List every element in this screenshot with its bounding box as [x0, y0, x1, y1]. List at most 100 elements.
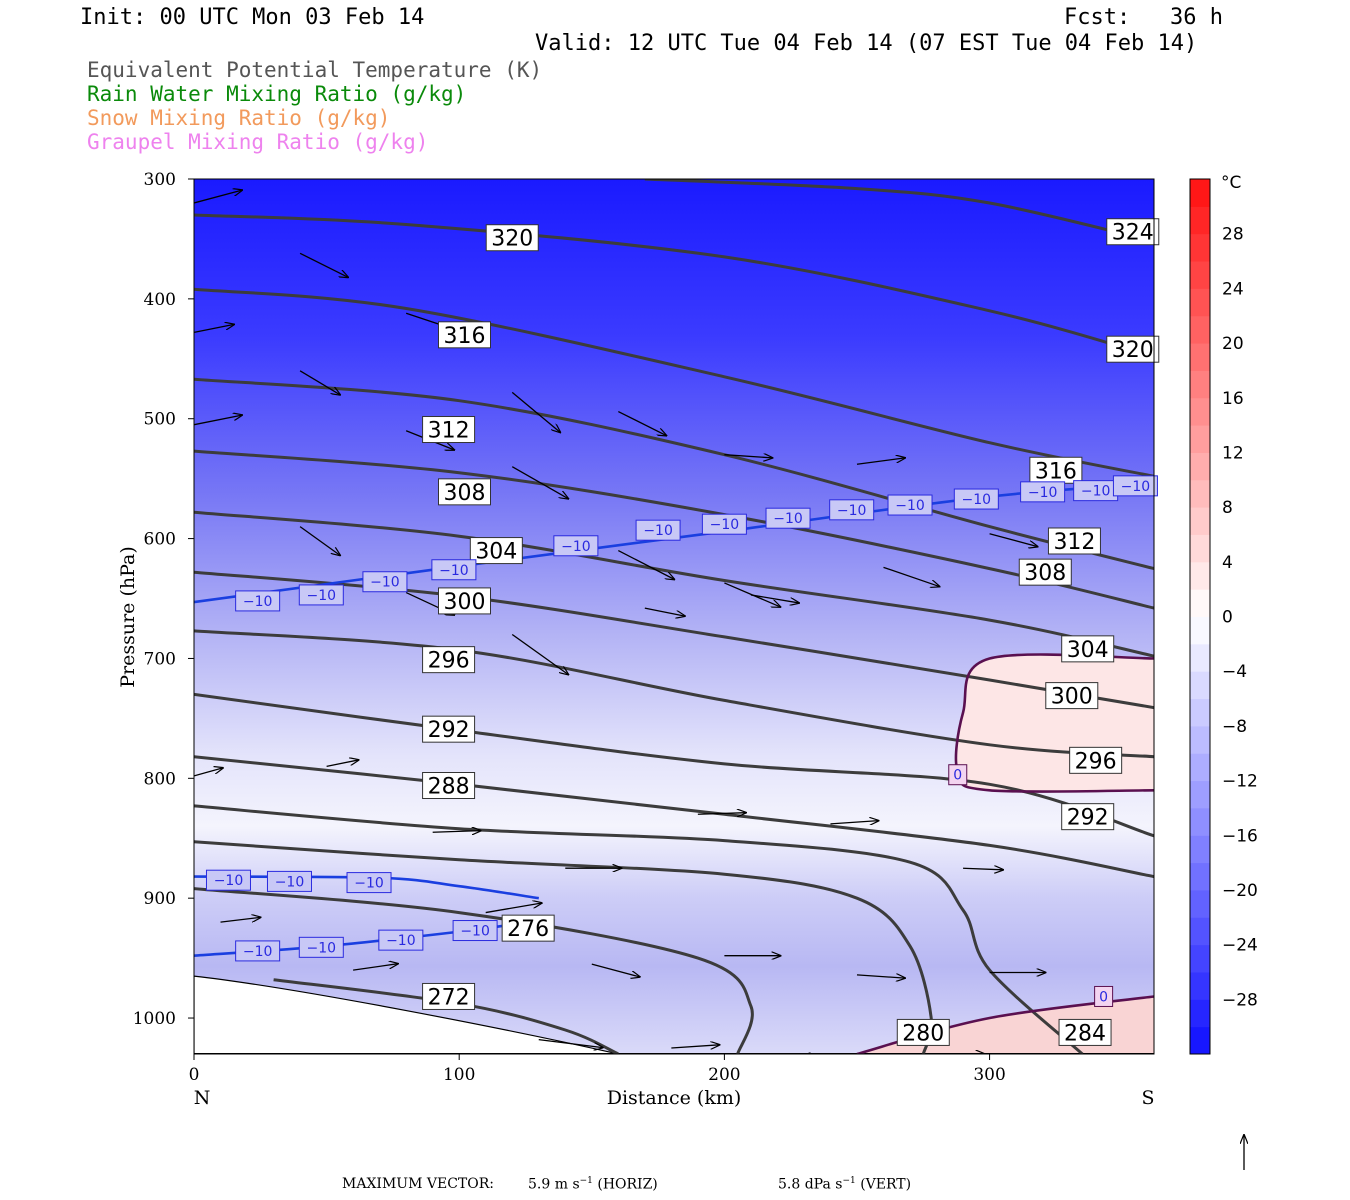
y-tick-label: 500: [144, 410, 176, 430]
wind-vector: [618, 410, 666, 436]
isentrope-label-316-right: 316: [1035, 459, 1077, 484]
isotherm-label-0-6: −10: [710, 517, 740, 533]
colorbar-step: [1190, 807, 1210, 836]
isotherm-label-0-7-box: [765, 507, 811, 529]
isentrope-label-312-right: 312: [1053, 530, 1095, 555]
isentrope-324: [644, 179, 1154, 243]
colorbar-tick-label: −4: [1222, 662, 1247, 682]
wind-vector: [830, 821, 878, 824]
isotherm-label-0-3-box: [431, 559, 477, 581]
axes: 300 400 500 600 700 800 900 1000 0 100 200 300: [133, 170, 1006, 1085]
wind-vector: [353, 964, 398, 971]
wind-vector: [989, 533, 1038, 547]
isotherm-zero-0: [954, 653, 1154, 793]
isentrope-label-320-right-box: [1106, 335, 1160, 363]
y-tick-label: 600: [144, 530, 176, 550]
isentrope-312: [194, 377, 1154, 571]
isotherm-label-1-1: −10: [275, 874, 305, 890]
isentrope-320: [194, 213, 1154, 358]
init-time: Init: 00 UTC Mon 03 Feb 14: [80, 5, 425, 30]
isotherm-label-2-2: −10: [386, 933, 416, 949]
isentrope-label-304-box: [469, 537, 523, 565]
colorbar-step: [1190, 425, 1210, 453]
isentrope-label-320-right: 320: [1112, 338, 1154, 363]
isotherm-label-1-0: −10: [214, 873, 244, 889]
isentrope-292: [194, 692, 1154, 838]
wind-vector: [883, 566, 940, 586]
colorbar-tick-label: 16: [1222, 389, 1244, 409]
isentrope-300: [194, 570, 1154, 710]
wind-vector: [299, 526, 340, 556]
colorbar-step: [1190, 862, 1210, 891]
isentrope-label-292: 292: [428, 718, 470, 743]
colorbar-step: [1190, 616, 1210, 645]
y-tick-label: 800: [144, 769, 176, 789]
wind-vector: [511, 391, 560, 432]
x-tick-label: 300: [973, 1065, 1005, 1085]
isentrope-276: [194, 887, 754, 1054]
isotherm-label-0-2-box: [362, 571, 408, 593]
isotherm-label-0-12: −10: [1081, 484, 1111, 500]
forecast-hour: Fcst: 36 h: [1064, 5, 1223, 30]
colorbar-step: [1190, 561, 1210, 590]
isentrope-label-276-box: [501, 914, 555, 942]
isotherm-label-0-13: −10: [1121, 479, 1151, 495]
colorbar-step: [1190, 944, 1210, 973]
isentrope-label-316-box: [437, 321, 491, 349]
isotherm-zero-label-1: 0: [1099, 989, 1108, 1005]
colorbar-tick-label: 24: [1222, 279, 1244, 299]
colorbar-tick-label: 8: [1222, 498, 1233, 518]
colorbar-step: [1190, 835, 1210, 864]
isotherm-label-2-2-box: [378, 929, 424, 951]
wind-vector: [326, 760, 359, 767]
contour-labels: 324 320 320 316 316 312 312 308 308 304 304 300 300 2…: [205, 218, 1160, 1046]
isotherm-label-0-5: −10: [643, 523, 673, 539]
legend-item-theta-e: Equivalent Potential Temperature (K): [87, 58, 543, 82]
colorbar-tick-label: 4: [1222, 553, 1233, 573]
wind-vector: [299, 252, 348, 277]
isentrope-label-300-box: [437, 587, 491, 615]
isentrope-label-308-right-box: [1018, 558, 1072, 586]
isotherm-label-1-0-box: [205, 869, 251, 891]
colorbar: 28 24 20 16 12 8 4 0 −4 −8 −12 −16 −20 −24 −28: [1189, 178, 1258, 1055]
wind-vector: [750, 594, 799, 603]
isentrope-label-288-box: [422, 772, 476, 800]
isotherm-label-0-5-box: [635, 519, 681, 541]
isentrope-label-300-right-box: [1045, 682, 1099, 710]
temperature-field: [194, 179, 1154, 1054]
isentrope-label-272: 272: [428, 985, 470, 1010]
colorbar-step: [1190, 452, 1210, 481]
isentrope-label-300-right: 300: [1051, 685, 1093, 710]
isentrope-label-312-right-box: [1047, 527, 1101, 555]
isotherm-label-0-8-box: [829, 499, 875, 521]
south-label: S: [1141, 1087, 1154, 1109]
isentrope-label-308-right: 308: [1024, 561, 1066, 586]
wind-vector: [963, 868, 1003, 870]
isotherm-zero-label-0-box: [948, 764, 968, 786]
colorbar-frame: [1189, 178, 1211, 1055]
isotherm-label-2-0: −10: [243, 944, 273, 960]
isentropes: [194, 179, 1154, 1054]
colorbar-tick-label: −20: [1222, 881, 1258, 901]
x-tick-label: 0: [189, 1065, 200, 1085]
isotherm-label-1-2-box: [346, 872, 392, 894]
colorbar-step: [1190, 999, 1210, 1028]
isotherm-label-2-0-box: [235, 940, 281, 962]
isentrope-label-304: 304: [475, 540, 517, 565]
colorbar-step: [1190, 589, 1210, 617]
colorbar-tick-label: 0: [1222, 608, 1233, 628]
wind-vector: [697, 813, 746, 815]
isotherm-label-0-4-box: [553, 535, 599, 557]
isotherm-minus10-1: [194, 875, 539, 900]
wind-vector: [194, 190, 242, 204]
isotherm-label-0-0-box: [235, 590, 281, 612]
legend-item-rain: Rain Water Mixing Ratio (g/kg): [87, 82, 467, 106]
isentrope-label-296-box: [422, 646, 476, 674]
colorbar-step: [1190, 507, 1210, 535]
warm-region-mid: [955, 654, 1154, 792]
isotherm-label-1-1-box: [266, 870, 312, 892]
colorbar-tick-label: 20: [1222, 334, 1244, 354]
isentrope-label-312-box: [422, 416, 476, 444]
wind-vector: [432, 831, 481, 833]
reference-vector: [1131, 1135, 1244, 1170]
